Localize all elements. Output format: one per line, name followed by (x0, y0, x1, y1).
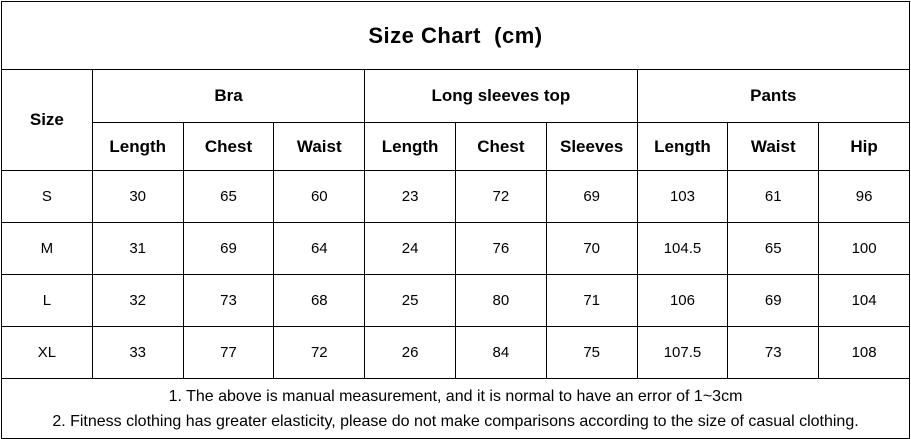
group-header-pants: Pants (636, 69, 911, 123)
col-header-pants-length: Length (636, 122, 729, 171)
value-cell: 71 (545, 274, 638, 327)
size-cell: XL (1, 326, 93, 379)
value-cell: 65 (182, 170, 275, 223)
value-cell: 68 (273, 274, 366, 327)
col-header-bra-waist: Waist (273, 122, 366, 171)
col-header-bra-length: Length (91, 122, 184, 171)
value-cell: 96 (818, 170, 910, 223)
value-cell: 100 (818, 222, 910, 275)
value-cell: 76 (454, 222, 547, 275)
value-cell: 25 (364, 274, 456, 327)
group-header-bra: Bra (91, 69, 366, 123)
col-header-pants-hip: Hip (818, 122, 910, 171)
value-cell: 31 (91, 222, 184, 275)
footer-notes: 1. The above is manual measurement, and … (1, 378, 910, 439)
value-cell: 23 (364, 170, 456, 223)
value-cell: 64 (273, 222, 366, 275)
value-cell: 69 (545, 170, 638, 223)
value-cell: 69 (727, 274, 820, 327)
value-cell: 75 (545, 326, 638, 379)
value-cell: 73 (182, 274, 275, 327)
value-cell: 33 (91, 326, 184, 379)
value-cell: 72 (454, 170, 547, 223)
value-cell: 104.5 (636, 222, 729, 275)
size-column-header: Size (1, 69, 93, 171)
page-title: Size Chart (cm) (1, 1, 910, 70)
size-cell: L (1, 274, 93, 327)
table-row-m: M 31 69 64 24 76 70 104.5 65 100 (1, 222, 910, 275)
value-cell: 30 (91, 170, 184, 223)
value-cell: 107.5 (636, 326, 729, 379)
value-cell: 32 (91, 274, 184, 327)
col-header-top-length: Length (364, 122, 456, 171)
group-header-long-sleeves-top: Long sleeves top (364, 69, 638, 123)
value-cell: 70 (545, 222, 638, 275)
value-cell: 104 (818, 274, 910, 327)
col-header-bra-chest: Chest (182, 122, 275, 171)
col-header-top-sleeves: Sleeves (545, 122, 638, 171)
table-row-xl: XL 33 77 72 26 84 75 107.5 73 108 (1, 326, 910, 379)
value-cell: 103 (636, 170, 729, 223)
size-cell: S (1, 170, 93, 223)
value-cell: 61 (727, 170, 820, 223)
note-line-1: 1. The above is manual measurement, and … (168, 387, 743, 405)
note-line-2: 2. Fitness clothing has greater elastici… (52, 412, 859, 430)
col-header-top-chest: Chest (454, 122, 547, 171)
value-cell: 77 (182, 326, 275, 379)
value-cell: 65 (727, 222, 820, 275)
value-cell: 69 (182, 222, 275, 275)
value-cell: 24 (364, 222, 456, 275)
value-cell: 106 (636, 274, 729, 327)
table-row-l: L 32 73 68 25 80 71 106 69 104 (1, 274, 910, 327)
value-cell: 84 (454, 326, 547, 379)
value-cell: 26 (364, 326, 456, 379)
value-cell: 80 (454, 274, 547, 327)
value-cell: 72 (273, 326, 366, 379)
size-cell: M (1, 222, 93, 275)
value-cell: 73 (727, 326, 820, 379)
col-header-pants-waist: Waist (727, 122, 820, 171)
value-cell: 60 (273, 170, 366, 223)
table-row-s: S 30 65 60 23 72 69 103 61 96 (1, 170, 910, 223)
value-cell: 108 (818, 326, 910, 379)
